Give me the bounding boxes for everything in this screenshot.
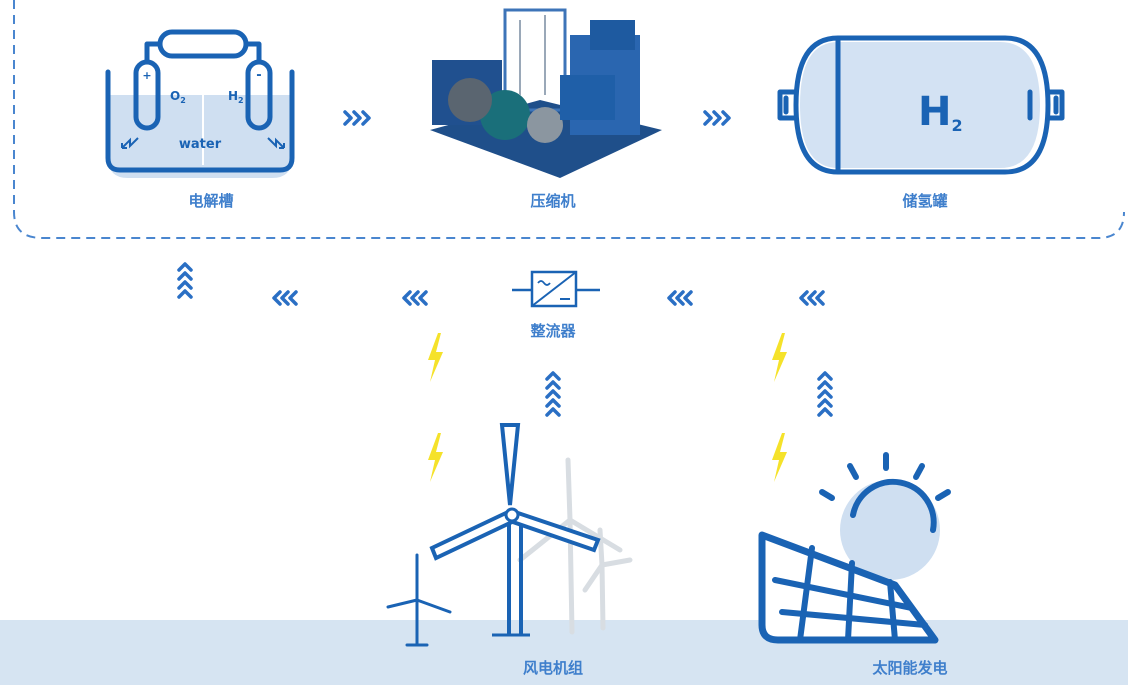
- hydrogen-tank: H2: [780, 38, 1062, 172]
- formula-sub: 2: [238, 96, 244, 105]
- formula-main: O: [170, 89, 180, 103]
- electrolyzer: + - O2 H2 water: [108, 32, 292, 178]
- formula-main: H: [228, 89, 238, 103]
- flow-arrow-up: [179, 264, 191, 297]
- flow-arrow-right: [345, 112, 369, 124]
- rectifier-symbol: [512, 272, 600, 306]
- water-label: water: [179, 137, 222, 152]
- gas-collector: [160, 32, 246, 56]
- formula-sub: 2: [180, 96, 186, 105]
- plus-sign: +: [142, 69, 151, 82]
- rectifier-label: 整流器: [530, 322, 576, 340]
- solar-label: 太阳能发电: [872, 659, 947, 677]
- lightning: [772, 333, 787, 382]
- wind-label: 风电机组: [523, 659, 583, 677]
- electrolyzer-label: 电解槽: [188, 192, 233, 210]
- flow-arrow-left: [274, 292, 296, 304]
- formula-sub: 2: [951, 116, 962, 135]
- lightning: [428, 333, 443, 382]
- flow-arrow-up: [819, 373, 831, 415]
- flow-arrow-left: [404, 292, 426, 304]
- lightning: [428, 433, 443, 482]
- flow-arrow-right: [705, 112, 729, 124]
- hydrogen-formula: H2: [228, 89, 244, 105]
- flow-arrow-up: [547, 373, 559, 415]
- wind-turbines: [388, 425, 630, 645]
- formula-main: H: [918, 89, 951, 135]
- lightning: [772, 433, 787, 482]
- diagram: + - O2 H2 water 电解槽 压缩机 H2 储氢罐: [0, 0, 1128, 685]
- minus-sign: -: [256, 68, 261, 83]
- tank-label: 储氢罐: [902, 192, 947, 210]
- flow-arrow-left: [801, 292, 823, 304]
- oxygen-formula: O2: [170, 89, 186, 105]
- compressor-label: 压缩机: [530, 192, 575, 210]
- solar-array: [762, 455, 948, 640]
- compressor: [430, 10, 662, 178]
- flow-arrow-left: [669, 292, 691, 304]
